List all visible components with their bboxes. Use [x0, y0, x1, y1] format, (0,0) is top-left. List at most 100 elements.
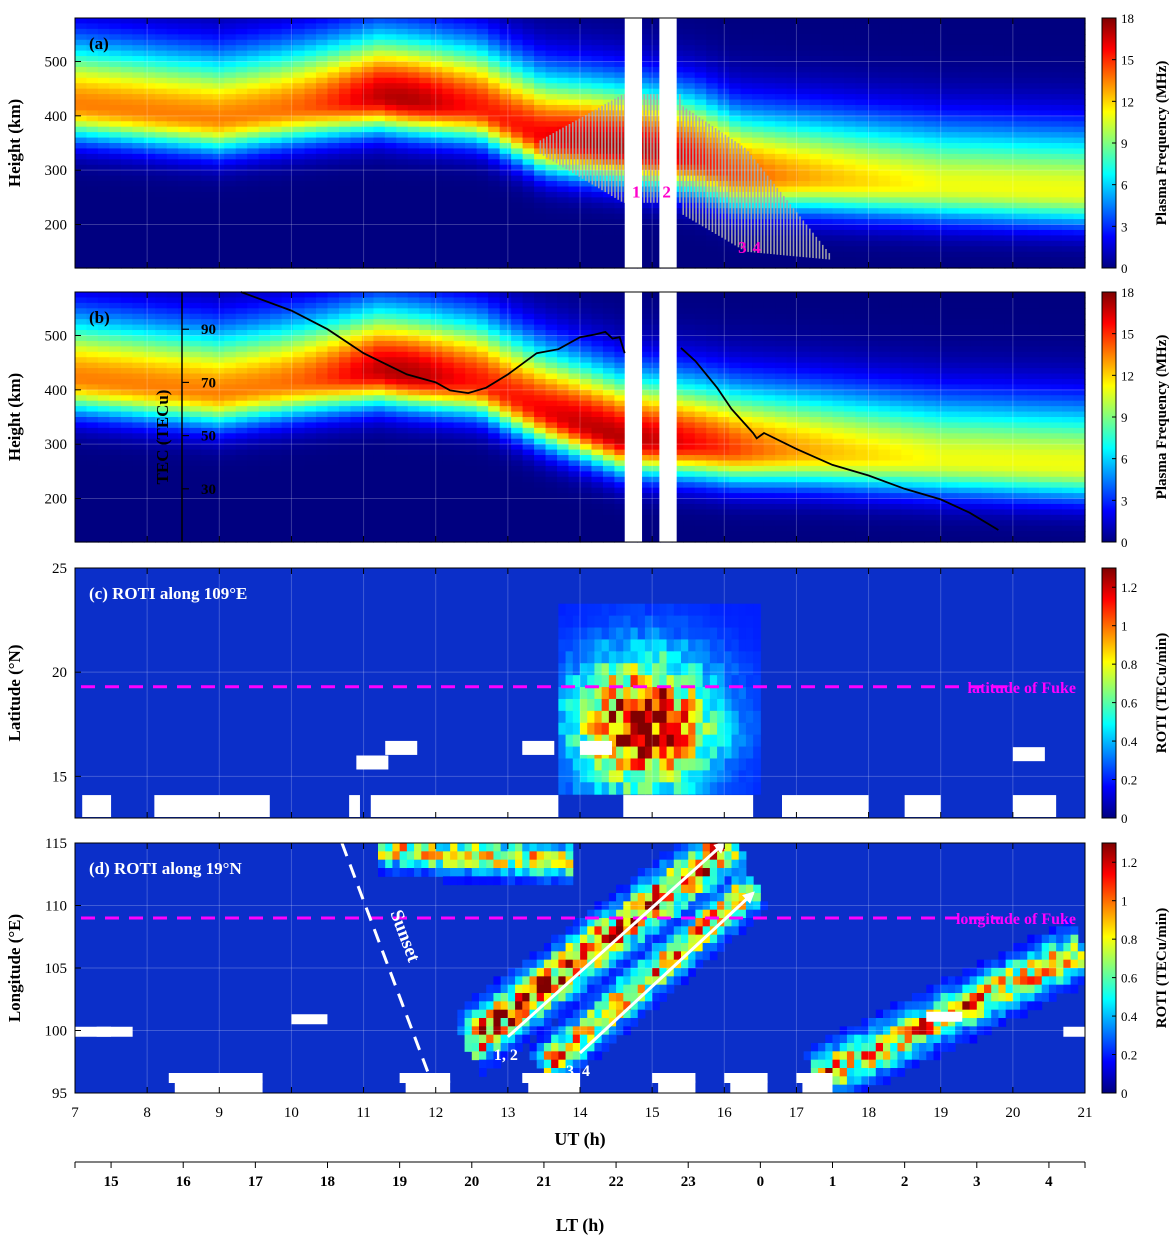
plasma-cell	[132, 493, 145, 500]
plasma-cell	[247, 384, 260, 391]
plasma-cell	[935, 219, 948, 226]
plasma-cell	[316, 39, 329, 46]
plasma-cell	[304, 175, 317, 182]
plasma-cell	[465, 23, 478, 30]
plasma-cell	[109, 229, 122, 236]
plasma-cell	[120, 88, 133, 95]
plasma-cell	[591, 148, 604, 155]
plasma-cell	[866, 170, 880, 177]
plasma-cell	[591, 50, 604, 57]
plasma-cell	[958, 88, 971, 95]
plasma-cell	[178, 28, 191, 35]
plasma-cell	[86, 28, 99, 35]
plasma-cell	[212, 208, 225, 215]
plasma-cell	[166, 427, 179, 434]
plasma-cell	[580, 262, 593, 269]
plasma-cell	[648, 50, 661, 57]
plasma-cell	[499, 170, 512, 177]
plasma-cell	[798, 181, 811, 188]
plasma-cell	[212, 235, 225, 242]
plasma-cell	[476, 56, 489, 63]
plasma-cell	[212, 471, 225, 478]
plasma-cell	[373, 45, 386, 52]
plasma-cell	[373, 34, 386, 41]
plasma-cell	[316, 262, 329, 269]
plasma-cell	[155, 313, 168, 320]
plasma-cell	[166, 153, 179, 160]
plasma-cell	[120, 455, 133, 462]
plasma-cell	[75, 262, 88, 269]
plasma-cell	[878, 246, 891, 253]
plasma-cell	[86, 121, 99, 128]
plasma-cell	[419, 240, 432, 247]
plasma-cell	[293, 229, 306, 236]
plasma-cell	[924, 257, 937, 264]
plasma-cell	[970, 34, 983, 41]
plasma-cell	[534, 246, 547, 253]
plasma-cell	[947, 262, 960, 269]
plasma-cell	[843, 110, 857, 117]
plasma-cell	[224, 219, 237, 226]
plasma-cell	[361, 104, 375, 111]
plasma-cell	[384, 208, 397, 215]
plasma-cell	[488, 132, 501, 139]
plasma-cell	[212, 460, 225, 467]
plasma-cell	[155, 186, 168, 193]
plasma-cell	[1004, 186, 1017, 193]
plasma-cell	[1027, 88, 1040, 95]
plasma-cell	[143, 340, 156, 347]
plasma-cell	[694, 148, 707, 155]
plasma-cell	[1039, 132, 1052, 139]
plasma-cell	[258, 514, 271, 521]
plasma-cell	[155, 536, 168, 543]
plasma-cell	[637, 34, 650, 41]
plasma-cell	[545, 246, 558, 253]
plasma-cell	[694, 83, 707, 90]
plasma-cell	[465, 18, 478, 25]
plasma-cell	[981, 181, 994, 188]
plasma-cell	[580, 45, 593, 52]
plasma-cell	[935, 197, 948, 204]
plasma-cell	[189, 235, 202, 242]
plasma-cell	[143, 126, 156, 133]
plasma-cell	[247, 520, 260, 527]
plasma-cell	[189, 362, 202, 369]
plasma-cell	[1039, 219, 1052, 226]
plasma-cell	[591, 202, 604, 209]
plasma-cell	[338, 121, 352, 128]
plasma-cell	[901, 224, 914, 231]
plasma-cell	[694, 181, 707, 188]
plasma-cell	[981, 235, 994, 242]
plasma-cell	[1062, 202, 1075, 209]
plasma-cell	[212, 164, 225, 171]
plasma-cell	[1050, 104, 1063, 111]
plasma-cell	[568, 175, 581, 182]
plasma-cell	[86, 378, 99, 385]
plasma-cell	[201, 340, 214, 347]
plasma-cell	[361, 197, 375, 204]
plasma-cell	[545, 170, 558, 177]
plasma-cell	[373, 99, 386, 106]
plasma-cell	[247, 493, 260, 500]
plasma-cell	[740, 202, 753, 209]
plasma-cell	[97, 389, 111, 396]
plasma-cell	[97, 362, 111, 369]
plasma-cell	[155, 444, 168, 451]
plasma-cell	[947, 246, 960, 253]
plasma-cell	[557, 77, 570, 84]
plasma-cell	[878, 88, 891, 95]
plasma-cell	[557, 50, 570, 57]
plasma-cell	[132, 229, 145, 236]
plasma-cell	[224, 498, 237, 505]
plasma-cell	[935, 159, 948, 166]
plasma-cell	[109, 449, 122, 456]
plasma-cell	[648, 240, 661, 247]
plasma-cell	[396, 72, 409, 79]
plasma-cell	[740, 104, 753, 111]
plasma-cell	[1073, 137, 1086, 144]
plasma-cell	[120, 308, 133, 315]
plasma-cell	[97, 509, 111, 516]
plasma-cell	[304, 23, 317, 30]
plasma-cell	[86, 400, 99, 407]
plasma-cell	[775, 137, 788, 144]
